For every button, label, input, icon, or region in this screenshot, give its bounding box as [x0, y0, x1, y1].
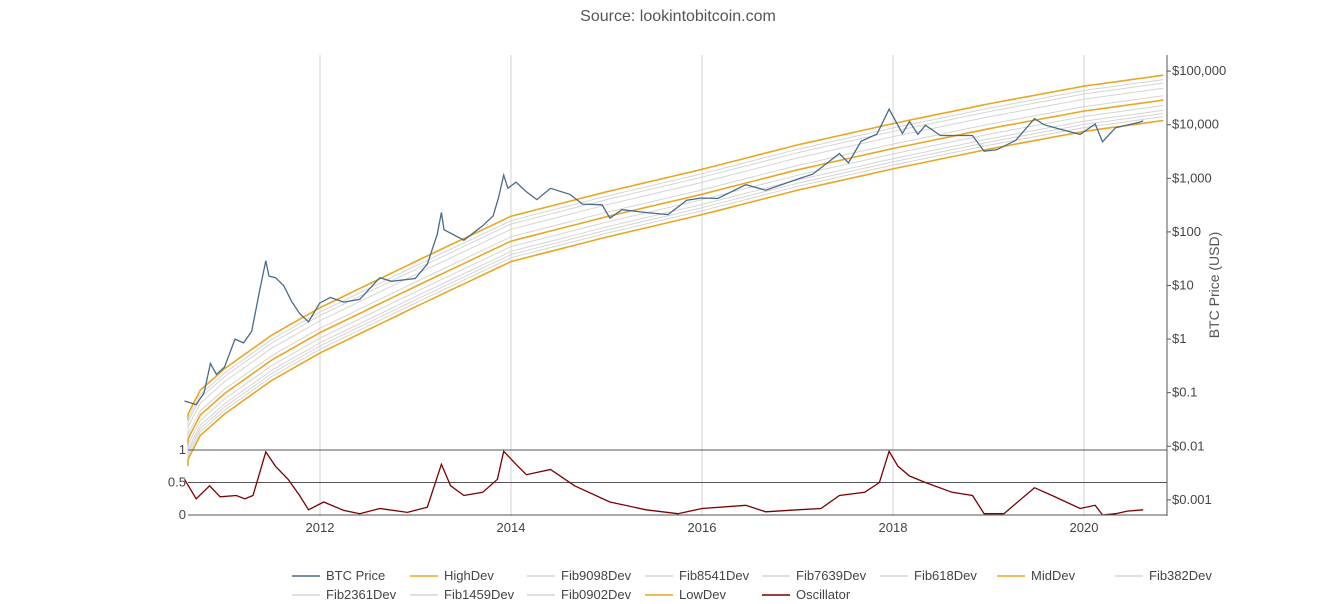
band-fib2361dev	[187, 109, 1164, 456]
y-tick-label: $100,000	[1172, 63, 1226, 78]
oscillator-line	[183, 449, 1144, 516]
oscillator-tick-label: 1	[179, 442, 186, 457]
legend-item-fib382dev: Fib382Dev	[1115, 568, 1212, 583]
band-fib7639dev	[187, 87, 1164, 434]
legend-label: Fib1459Dev	[444, 587, 515, 602]
x-tick-label-2018: 2018	[879, 520, 908, 535]
btc-price-line	[184, 107, 1144, 406]
y-axis-title: BTC Price (USD)	[1206, 232, 1222, 339]
band-middev	[187, 99, 1164, 446]
legend-item-fib0902dev: Fib0902Dev	[527, 587, 632, 602]
y-tick-label: $100	[1172, 224, 1201, 239]
x-tick-label-2020: 2020	[1070, 520, 1099, 535]
legend-item-fib2361dev: Fib2361Dev	[292, 587, 397, 602]
legend-item-fib9098dev: Fib9098Dev	[527, 568, 632, 583]
band-fib0902dev	[187, 116, 1164, 463]
oscillator-panel: 10.50	[168, 442, 1167, 522]
chart-title: Source: lookintobitcoin.com	[580, 8, 776, 25]
oscillator-tick-label: 0	[179, 507, 186, 522]
legend-item-btc price: BTC Price	[292, 568, 385, 583]
oscillator-tick-label: 0.5	[168, 475, 186, 490]
band-fib382dev	[187, 105, 1164, 451]
legend-label: HighDev	[444, 568, 494, 583]
legend-label: Fib7639Dev	[796, 568, 867, 583]
price-series	[184, 107, 1144, 406]
gridlines	[319, 55, 1085, 516]
y-tick-label: $1	[1172, 331, 1186, 346]
legend-label: Fib382Dev	[1149, 568, 1212, 583]
band-fib618dev	[187, 95, 1164, 442]
legend-item-fib1459dev: Fib1459Dev	[410, 587, 515, 602]
legend-item-highdev: HighDev	[410, 568, 494, 583]
y-tick-label: $1,000	[1172, 170, 1212, 185]
legend: BTC Price HighDev Fib9098Dev Fib8541Dev Fib7…	[292, 568, 1212, 602]
legend-item-middev: MidDev	[997, 568, 1076, 583]
legend-label: Fib618Dev	[914, 568, 977, 583]
y-tick-label: $10,000	[1172, 117, 1219, 132]
band-fib1459dev	[187, 113, 1164, 459]
legend-label: Fib8541Dev	[679, 568, 750, 583]
y-tick-label: $0.01	[1172, 438, 1205, 453]
band-fib8541dev	[187, 82, 1164, 429]
rainbow-bands	[187, 74, 1164, 466]
legend-item-fib8541dev: Fib8541Dev	[645, 568, 750, 583]
legend-label: Fib9098Dev	[561, 568, 632, 583]
y-tick-label: $10	[1172, 278, 1194, 293]
legend-item-fib618dev: Fib618Dev	[880, 568, 977, 583]
legend-label: Fib2361Dev	[326, 587, 397, 602]
y-tick-label: $0.001	[1172, 492, 1212, 507]
band-highdev	[187, 74, 1164, 421]
legend-item-oscillator: Oscillator	[762, 587, 851, 602]
legend-label: Oscillator	[796, 587, 851, 602]
legend-label: MidDev	[1031, 568, 1076, 583]
legend-label: Fib0902Dev	[561, 587, 632, 602]
legend-label: LowDev	[679, 587, 726, 602]
band-fib9098dev	[187, 79, 1164, 425]
axes: 2012 2014 2016 2018 2020 $100,000 $10,000 $1,00…	[188, 55, 1226, 535]
legend-label: BTC Price	[326, 568, 385, 583]
band-lowdev	[187, 119, 1164, 466]
y-tick-label: $0.1	[1172, 385, 1197, 400]
legend-item-fib7639dev: Fib7639Dev	[762, 568, 867, 583]
x-tick-label-2014: 2014	[497, 520, 526, 535]
x-tick-label-2012: 2012	[306, 520, 335, 535]
x-tick-label-2016: 2016	[688, 520, 717, 535]
legend-item-lowdev: LowDev	[645, 587, 726, 602]
